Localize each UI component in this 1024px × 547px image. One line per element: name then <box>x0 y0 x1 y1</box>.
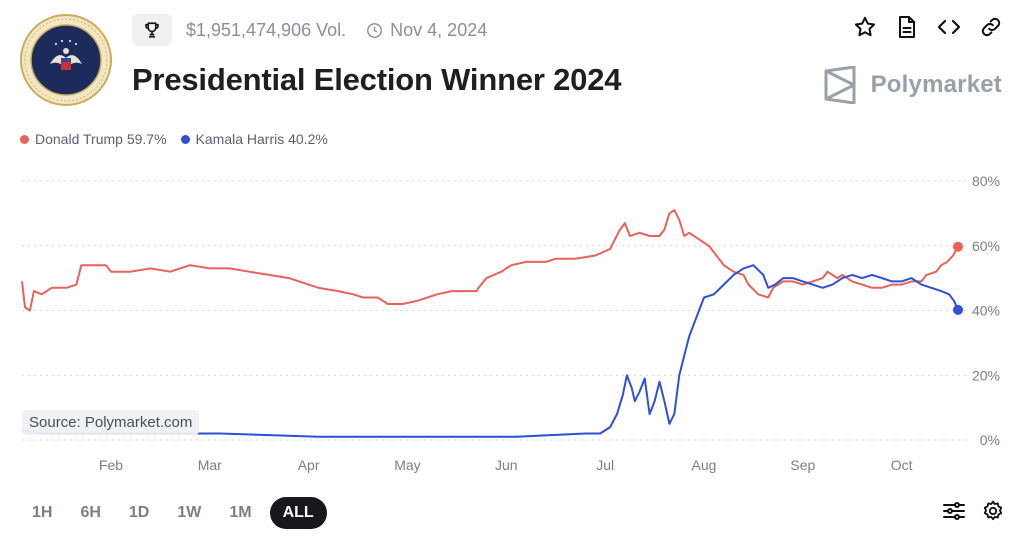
range-1d[interactable]: 1D <box>128 504 150 521</box>
sliders-icon[interactable] <box>942 500 966 522</box>
x-tick-label: Aug <box>692 457 717 473</box>
legend-item-trump: Donald Trump 59.7% <box>20 131 167 147</box>
trophy-button[interactable] <box>132 14 172 46</box>
range-1w[interactable]: 1W <box>177 504 202 521</box>
range-all[interactable]: ALL <box>269 497 327 529</box>
market-meta: $1,951,474,906 Vol. Nov 4, 2024 <box>132 14 487 46</box>
y-tick-label: 80% <box>972 173 1000 189</box>
presidential-seal <box>20 14 112 106</box>
series-line-trump <box>21 209 959 312</box>
y-tick-label: 20% <box>972 367 1000 383</box>
polymarket-brand[interactable]: Polymarket <box>823 66 1002 104</box>
x-tick-label: May <box>394 457 420 473</box>
range-1m[interactable]: 1M <box>229 504 252 521</box>
time-range-selector: 1H 6H 1D 1W 1M ALL <box>22 497 327 529</box>
chart-legend: Donald Trump 59.7% Kamala Harris 40.2% <box>20 131 328 147</box>
x-tick-label: Sep <box>790 457 815 473</box>
legend-dot-trump <box>20 134 29 144</box>
trophy-icon <box>145 22 159 38</box>
x-tick-label: Mar <box>198 457 222 473</box>
code-icon[interactable] <box>936 14 962 40</box>
x-tick-label: Oct <box>891 457 913 473</box>
legend-item-harris: Kamala Harris 40.2% <box>180 131 328 147</box>
brand-name: Polymarket <box>870 71 1002 98</box>
price-history-chart[interactable]: 80% 60% 40% 20% 0% Feb Mar Apr May Jun Jul Aug Sep Oc… <box>0 160 1024 480</box>
y-tick-label: 60% <box>972 238 1000 254</box>
star-icon[interactable] <box>852 14 878 40</box>
range-6h[interactable]: 6H <box>80 504 101 521</box>
gear-icon[interactable] <box>982 500 1004 522</box>
clock-icon <box>367 22 383 38</box>
x-tick-label: Apr <box>298 457 320 473</box>
link-icon[interactable] <box>978 14 1004 40</box>
y-tick-label: 0% <box>980 432 1000 448</box>
document-icon[interactable] <box>894 14 920 40</box>
chart-settings <box>942 500 1004 522</box>
legend-label-trump: Donald Trump 59.7% <box>35 131 167 147</box>
source-label: Source: Polymarket.com <box>22 410 200 435</box>
y-tick-label: 40% <box>972 303 1000 319</box>
series-endpoint-trump <box>953 241 963 252</box>
polymarket-logo-icon <box>824 66 856 104</box>
legend-dot-harris <box>180 134 190 144</box>
top-actions <box>852 14 1004 40</box>
page-title: Presidential Election Winner 2024 <box>132 62 622 97</box>
volume-text: $1,951,474,906 Vol. <box>186 19 347 40</box>
legend-label-harris: Kamala Harris 40.2% <box>195 131 328 147</box>
series-line-harris <box>21 264 959 438</box>
series-endpoint-harris <box>953 304 963 315</box>
x-tick-label: Feb <box>99 457 123 473</box>
x-tick-label: Jul <box>596 457 614 473</box>
x-tick-label: Jun <box>495 457 518 473</box>
range-1h[interactable]: 1H <box>32 504 53 521</box>
end-date: Nov 4, 2024 <box>390 19 488 40</box>
